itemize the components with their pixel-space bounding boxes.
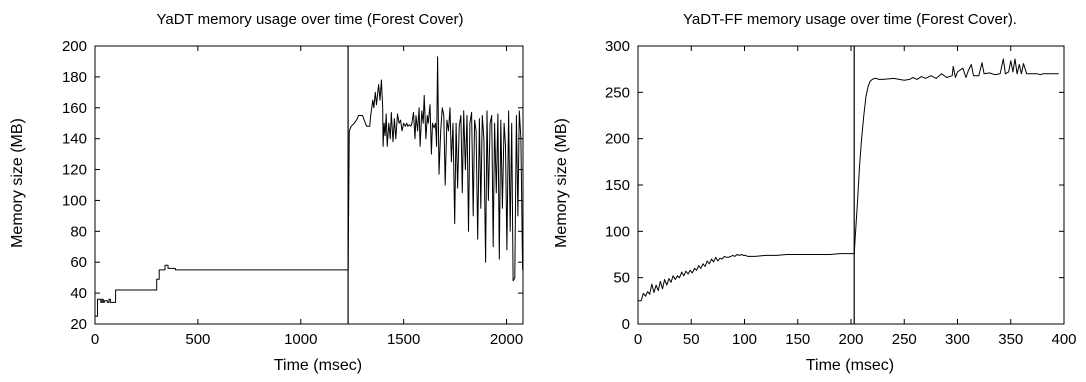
y-axis-label: Memory size (MB) <box>553 118 570 248</box>
y-tick-label: 50 <box>613 270 630 287</box>
y-tick-label: 250 <box>605 84 630 101</box>
chart-yadt: YaDT memory usage over time (Forest Cove… <box>9 11 524 374</box>
y-tick-label: 100 <box>605 223 630 240</box>
plot-area <box>94 45 524 325</box>
x-axis-label: Time (msec) <box>274 357 362 374</box>
memory-usage-series-line <box>95 56 524 317</box>
plot-area <box>637 45 1065 325</box>
y-tick-label: 60 <box>70 254 87 271</box>
x-tick-label: 250 <box>892 331 917 348</box>
y-tick-label: 0 <box>622 316 630 333</box>
x-tick-label: 300 <box>945 331 970 348</box>
y-tick-label: 120 <box>62 162 87 179</box>
x-tick-label: 500 <box>185 331 210 348</box>
x-tick-label: 150 <box>785 331 810 348</box>
chart-yadt-ff: YaDT-FF memory usage over time (Forest C… <box>553 11 1077 374</box>
chart-title: YaDT memory usage over time (Forest Cove… <box>156 11 463 28</box>
x-tick-label: 2000 <box>490 331 523 348</box>
plot-frame <box>94 45 524 325</box>
x-tick-label: 350 <box>998 331 1023 348</box>
y-tick-label: 200 <box>62 38 87 55</box>
x-tick-label: 1000 <box>284 331 317 348</box>
y-tick-label: 40 <box>70 285 87 302</box>
x-tick-label: 400 <box>1051 331 1076 348</box>
y-axis-label: Memory size (MB) <box>9 118 26 248</box>
x-tick-label: 100 <box>732 331 757 348</box>
y-tick-label: 140 <box>62 131 87 148</box>
x-tick-label: 0 <box>634 331 642 348</box>
y-tick-label: 80 <box>70 223 87 240</box>
y-tick-label: 100 <box>62 192 87 209</box>
y-tick-label: 150 <box>605 177 630 194</box>
chart-title: YaDT-FF memory usage over time (Forest C… <box>683 11 1017 28</box>
x-axis-label: Time (msec) <box>806 357 894 374</box>
x-tick-label: 0 <box>91 331 99 348</box>
x-tick-label: 200 <box>838 331 863 348</box>
plot-frame <box>637 45 1065 325</box>
y-tick-label: 200 <box>605 131 630 148</box>
x-tick-label: 50 <box>683 331 700 348</box>
axis-ticks: 0 50 100 150 200 250 300 350 400 0 50 100 150 200 250 3… <box>605 38 1077 348</box>
y-tick-label: 20 <box>70 316 87 333</box>
y-tick-label: 160 <box>62 100 87 117</box>
y-tick-label: 180 <box>62 69 87 86</box>
x-tick-label: 1500 <box>387 331 420 348</box>
y-tick-label: 300 <box>605 38 630 55</box>
memory-usage-series-line <box>638 58 1059 302</box>
axis-ticks: 0 500 1000 1500 2000 20 40 60 80 100 120 140 160 180 2… <box>62 38 523 348</box>
